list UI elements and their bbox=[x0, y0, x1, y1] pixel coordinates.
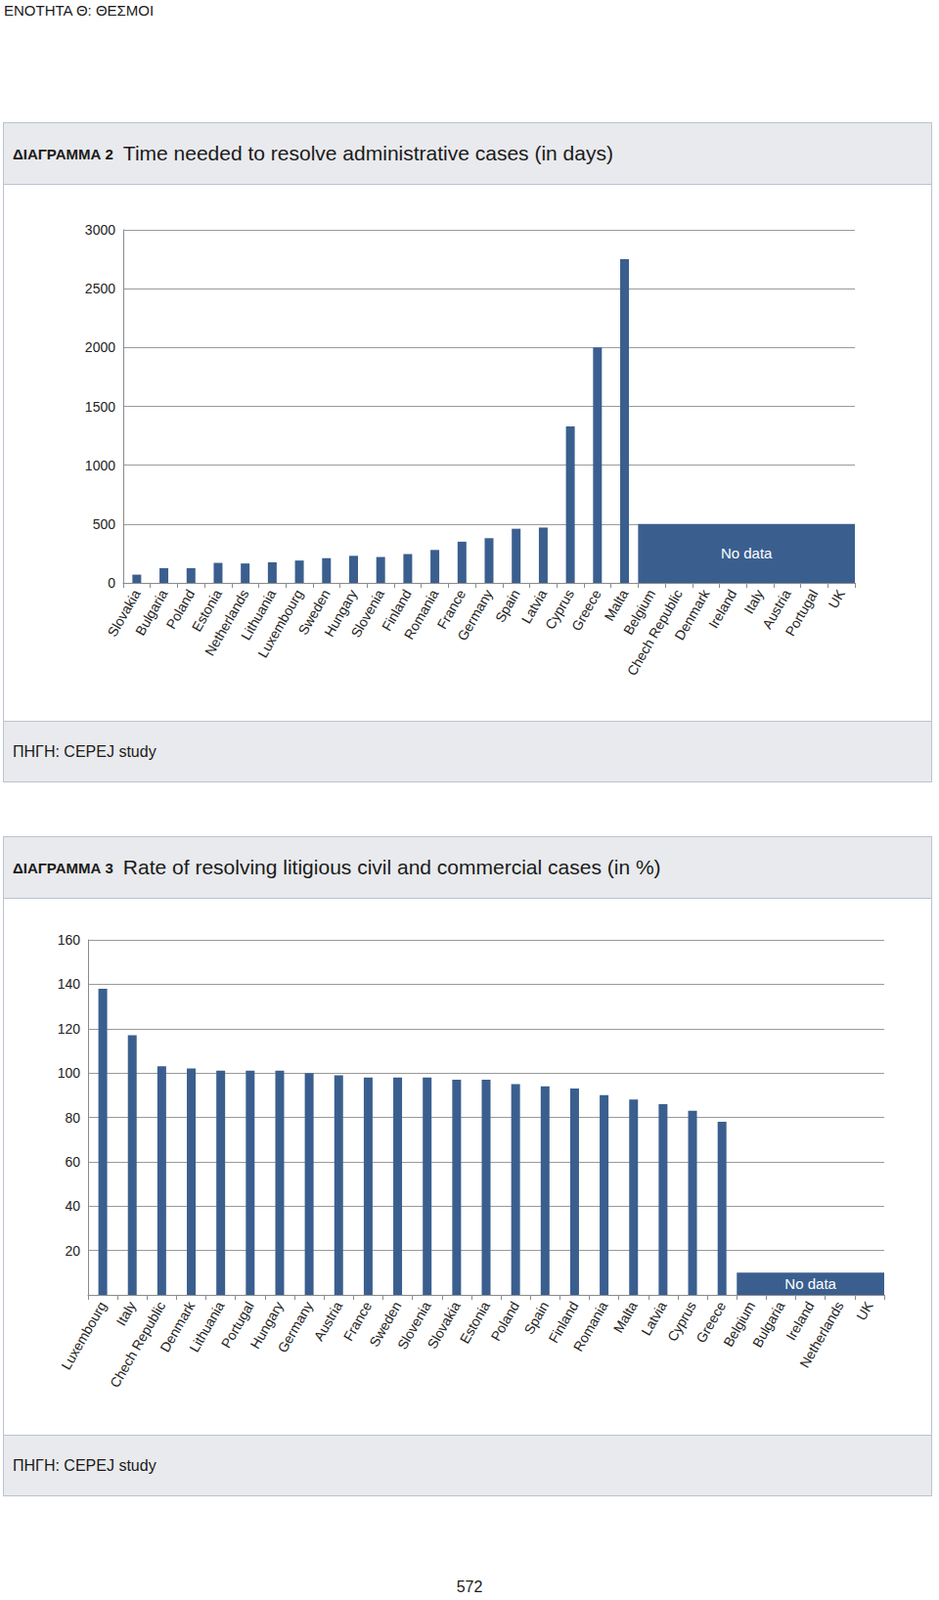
svg-text:Ireland: Ireland bbox=[705, 586, 740, 631]
svg-text:Sweden: Sweden bbox=[295, 586, 334, 638]
svg-text:UK: UK bbox=[852, 1297, 877, 1323]
svg-text:100: 100 bbox=[57, 1065, 82, 1081]
svg-text:1000: 1000 bbox=[85, 457, 116, 474]
svg-text:Bulgaria: Bulgaria bbox=[749, 1298, 789, 1351]
svg-text:Italy: Italy bbox=[112, 1298, 139, 1329]
svg-text:Slovenia: Slovenia bbox=[394, 1298, 434, 1353]
svg-text:Cyprus: Cyprus bbox=[664, 1298, 700, 1345]
svg-text:Slovakia: Slovakia bbox=[104, 586, 144, 640]
svg-text:Slovakia: Slovakia bbox=[423, 1298, 463, 1352]
svg-text:Sweden: Sweden bbox=[366, 1298, 405, 1350]
svg-text:Slovenia: Slovenia bbox=[347, 586, 388, 641]
svg-text:Finland: Finland bbox=[378, 586, 415, 634]
svg-text:Malta: Malta bbox=[610, 1298, 641, 1337]
svg-text:500: 500 bbox=[92, 516, 117, 533]
svg-text:Romania: Romania bbox=[570, 1298, 612, 1355]
svg-text:Denmark: Denmark bbox=[670, 585, 714, 643]
svg-text:60: 60 bbox=[64, 1154, 81, 1170]
svg-text:Lithuania: Lithuania bbox=[237, 586, 280, 643]
svg-text:Luxembourg: Luxembourg bbox=[57, 1298, 110, 1373]
html-text:ΕΝΟΤΗΤΑ Θ: ΘΕΣΜΟΙ: ΕΝΟΤΗΤΑ Θ: ΘΕΣΜΟΙ bbox=[3, 1, 154, 19]
svg-text:Lithuania: Lithuania bbox=[185, 1298, 227, 1355]
svg-text:No data: No data bbox=[784, 1275, 837, 1293]
svg-text:Portugal: Portugal bbox=[781, 586, 821, 639]
html-text:ΠΗΓΗ: CEPEJ study: ΠΗΓΗ: CEPEJ study bbox=[12, 1456, 157, 1474]
svg-text:40: 40 bbox=[64, 1198, 81, 1214]
svg-text:Spain: Spain bbox=[520, 1298, 552, 1338]
svg-text:Luxembourg: Luxembourg bbox=[254, 586, 307, 661]
svg-text:Netherlands: Netherlands bbox=[796, 1298, 848, 1371]
svg-text:Cyprus: Cyprus bbox=[541, 586, 578, 633]
svg-text:Poland: Poland bbox=[487, 1298, 523, 1344]
svg-text:Spain: Spain bbox=[491, 586, 523, 626]
svg-text:120: 120 bbox=[57, 1021, 82, 1037]
svg-text:Chech Republic: Chech Republic bbox=[623, 586, 686, 679]
html-text:ΠΗΓΗ: CEPEJ study: ΠΗΓΗ: CEPEJ study bbox=[12, 742, 157, 760]
svg-text:Estonia: Estonia bbox=[188, 586, 225, 635]
svg-text:Austria: Austria bbox=[759, 586, 794, 632]
svg-text:1500: 1500 bbox=[85, 399, 116, 415]
svg-text:France: France bbox=[433, 586, 469, 632]
html-text:Rate of resolving litigious ci: Rate of resolving litigious civil and co… bbox=[123, 855, 661, 879]
svg-text:0: 0 bbox=[107, 575, 116, 591]
svg-text:Finland: Finland bbox=[545, 1298, 582, 1346]
svg-text:Greece: Greece bbox=[568, 586, 605, 634]
svg-text:Austria: Austria bbox=[310, 1298, 346, 1344]
svg-text:Belgium: Belgium bbox=[620, 586, 659, 638]
svg-text:Estonia: Estonia bbox=[456, 1298, 493, 1347]
svg-text:France: France bbox=[340, 1298, 375, 1344]
svg-text:Latvia: Latvia bbox=[518, 586, 550, 627]
svg-text:Malta: Malta bbox=[601, 586, 632, 624]
svg-text:160: 160 bbox=[57, 932, 82, 948]
svg-text:Romania: Romania bbox=[401, 586, 443, 643]
svg-text:Germany: Germany bbox=[273, 1298, 316, 1356]
html-text:ΔΙΑΓΡΑΜΜΑ 2: ΔΙΑΓΡΑΜΜΑ 2 bbox=[12, 145, 114, 162]
svg-text:3000: 3000 bbox=[85, 222, 116, 238]
svg-text:Bulgaria: Bulgaria bbox=[132, 586, 172, 639]
svg-text:Italy: Italy bbox=[740, 586, 767, 617]
svg-text:Hungary: Hungary bbox=[247, 1298, 287, 1352]
svg-text:2000: 2000 bbox=[85, 339, 116, 356]
svg-text:Portugal: Portugal bbox=[217, 1298, 257, 1351]
svg-text:Denmark: Denmark bbox=[156, 1298, 198, 1355]
svg-text:Ireland: Ireland bbox=[782, 1298, 818, 1343]
svg-text:2500: 2500 bbox=[85, 280, 116, 297]
svg-text:No data: No data bbox=[720, 544, 773, 562]
svg-text:Hungary: Hungary bbox=[320, 586, 361, 640]
html-text:Time needed to resolve adminis: Time needed to resolve administrative ca… bbox=[123, 141, 614, 165]
html-text:ΔΙΑΓΡΑΜΜΑ 3: ΔΙΑΓΡΑΜΜΑ 3 bbox=[12, 859, 114, 876]
svg-text:Poland: Poland bbox=[162, 586, 198, 632]
svg-text:Germany: Germany bbox=[453, 586, 496, 644]
svg-text:UK: UK bbox=[825, 585, 850, 611]
svg-text:Netherlands: Netherlands bbox=[201, 586, 252, 659]
svg-text:80: 80 bbox=[64, 1110, 81, 1126]
svg-text:Chech Republic: Chech Republic bbox=[106, 1298, 169, 1391]
svg-text:Belgium: Belgium bbox=[719, 1298, 759, 1350]
svg-text:Latvia: Latvia bbox=[637, 1298, 671, 1340]
svg-text:140: 140 bbox=[57, 976, 82, 992]
svg-text:20: 20 bbox=[64, 1243, 81, 1259]
svg-text:Greece: Greece bbox=[692, 1298, 729, 1346]
html-text:572: 572 bbox=[456, 1578, 483, 1596]
